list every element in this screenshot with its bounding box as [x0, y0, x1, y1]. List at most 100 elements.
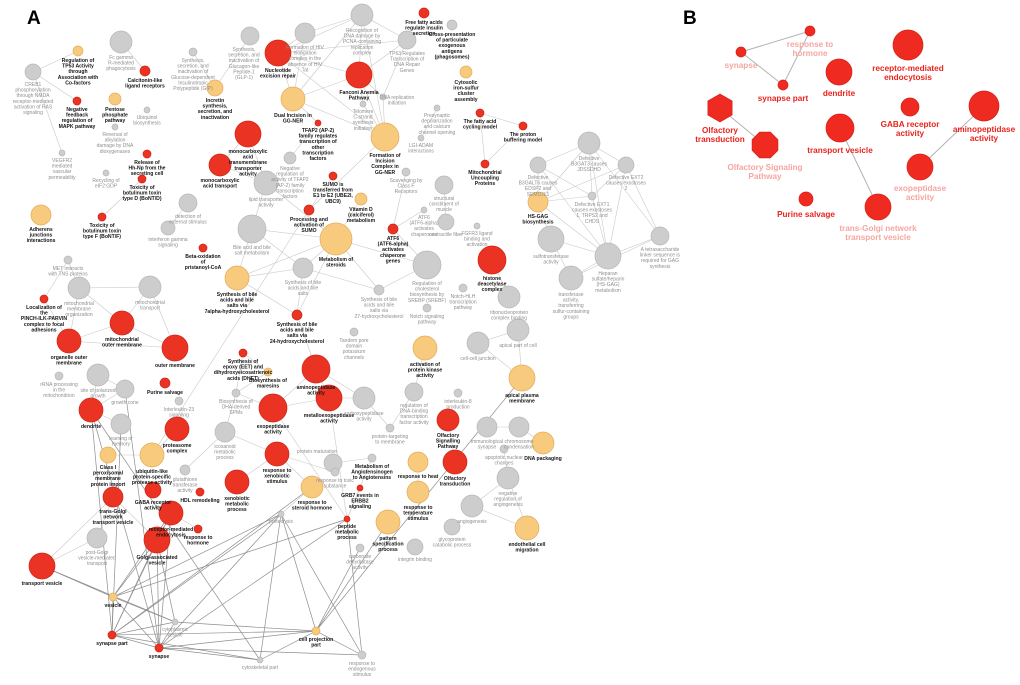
node-hdac: [477, 245, 507, 275]
label-calcitonin: Calcitonin-like ligand receptors: [125, 78, 165, 90]
edge-eet-dhet--maresins: [242, 352, 269, 373]
label-activation-pk: activation of protein kinase activity: [408, 362, 443, 379]
label-purine-salvage-a: Purine salvage: [147, 390, 183, 396]
node-il8: [453, 388, 463, 398]
label-proton-buffering: The proton buffering model: [504, 132, 543, 144]
label-fatty-cycling: The fatty acid cycling model: [463, 119, 498, 131]
node-cytoplasmic-vesicle: [171, 618, 179, 626]
node-cross-pres: [446, 19, 458, 31]
label-telomere: Telomere C-strand synthesis initiation: [353, 109, 374, 132]
label-b-olf-sig: Olfactory Signaling Pathway: [727, 163, 802, 181]
node-incretin: [206, 79, 224, 97]
edge-tp63--dna-rep-init: [382, 39, 408, 98]
node-proteasome: [164, 416, 190, 442]
edge-cytoplasmic-vesicle--synapse-part-a: [111, 621, 176, 636]
node-detection-ext: [178, 193, 198, 213]
node-neg-feedback-mapk: [72, 96, 82, 106]
label-cytosolic-fe-s: Cytosolic iron-sulfur cluster assembly: [453, 80, 478, 103]
node-vegfr2: [58, 149, 66, 157]
node-pentose: [108, 92, 122, 106]
edge-b-resp-hormone--b-synapse: [740, 30, 811, 53]
label-proteasome: proteasome complex: [163, 443, 192, 455]
edge-fatty-cycling--mito-uncoupling: [479, 112, 486, 165]
label-site-polarized: site of polarized growth: [80, 388, 115, 400]
label-mito-outer: mitochondrial outer membrane: [102, 337, 142, 349]
label-tp63: TP63 Regulates Transcription of DNA Repair…: [389, 51, 425, 74]
edge-cell-proj--pattern-spec: [315, 521, 389, 632]
label-resp-xeno: response to xenobiotic stimulus: [263, 468, 292, 485]
label-carboxypep: carboxypeptidase activity: [344, 411, 383, 423]
node-tfap2: [314, 119, 322, 127]
label-lipid-transporter: lipid transporter activity: [249, 197, 284, 209]
label-beta-ox: Beta-oxidation of pristanoyl-CoA: [185, 254, 222, 271]
node-site-polarized: [86, 363, 110, 387]
edge-cytoplasmic-vesicle--golgi-vesicle: [156, 539, 176, 623]
label-b-aminopep: aminopeptidase activity: [953, 125, 1016, 143]
label-processing-sumo: Processing and activation of SUMO: [290, 217, 328, 234]
label-il8: interleukin-8 production: [444, 399, 471, 411]
label-neg-feedback-mapk: Negative feedback regulation of MAPK pathwa…: [59, 107, 96, 130]
node-dual-incision: [280, 86, 306, 112]
node-processing-sumo: [303, 204, 315, 216]
node-reversal-alkylation: [111, 123, 119, 131]
node-outer-mem: [161, 334, 189, 362]
node-maresins: [263, 367, 273, 377]
label-adherens: Adherens junctions interactions: [27, 227, 56, 244]
label-atf6-genes: ATF6 (ATF6-alpha) activates chaperone genes: [378, 236, 409, 264]
node-il23: [174, 396, 184, 406]
edge-steroids--bile-7alpha: [236, 238, 337, 279]
node-cytoskeletal: [256, 656, 264, 664]
node-cell-proj: [311, 626, 321, 636]
label-b3galt6: Defective B3GALT6 causes EDSP2 and SEMDJL1: [519, 175, 558, 198]
edge-cytoplasmic-vesicle--synapse-a: [158, 621, 176, 649]
edge-b-resp-hormone--b-synapse-part: [782, 30, 811, 86]
edge-cytoskeletal--synapse-part-a: [111, 634, 261, 661]
label-presynaptic: Presynaptic depolarization and calcium chan…: [419, 113, 456, 136]
label-resp-toxic: response to toxic substance: [316, 478, 354, 490]
label-chromosome-cond: chromosome condensation: [504, 439, 534, 451]
edge-eet-dhet--dha-spms: [235, 352, 244, 394]
node-creb1: [24, 63, 42, 81]
label-hiv-elong: Formation of HIV elongation complex in the…: [286, 45, 324, 73]
label-b-exopep: exopeptidase activity: [894, 184, 947, 202]
panel-b-label: B: [683, 8, 697, 29]
label-b-transport-vesicle: transport vesicle: [807, 146, 873, 155]
edge-met-tns--pinch: [43, 259, 69, 300]
label-rnp-binding: ribonucleoprotein complex binding: [490, 310, 529, 322]
label-vitamin-d: Vitamin D (calciferol) metabolism: [347, 207, 376, 224]
label-b-tgn: trans-Golgi network transport vesicle: [839, 224, 917, 242]
edge-nucleotide-er--recog-dna: [277, 14, 363, 54]
label-resp-heat: response to heat: [398, 474, 439, 480]
label-b3gat3: Defective B3GAT3 causes JDSSDHD: [571, 156, 608, 173]
node-presynaptic: [433, 104, 441, 112]
label-immuno-synapse: immunological synapse: [471, 439, 503, 451]
node-rnp-binding: [497, 285, 521, 309]
node-reg-chol: [412, 250, 442, 280]
label-mito-uncoupling: Mitochondrial Uncoupling Proteins: [468, 170, 502, 187]
node-resp-hormone-a: [193, 524, 203, 534]
edge-synapse-part-a--synapse-a: [111, 634, 160, 649]
node-carbonate: [355, 543, 365, 553]
edge-exo-pep-a--peptide-metab: [272, 407, 348, 520]
edge-vesicle-a--rme-a: [112, 512, 172, 598]
label-protein-targeting: protein-targeting to membrane: [372, 434, 409, 446]
label-angiogenesis: angiogenesis: [457, 519, 487, 525]
label-grb7: GRB7 events in ERBB2 signaling: [341, 493, 379, 510]
edge-vesicle-a--proteolysis: [112, 513, 282, 598]
node-pinch: [39, 294, 49, 304]
label-atf6-chaperones: ATF6 (ATF6-alpha) activates chaperones: [409, 215, 438, 238]
label-recog-dna: Recognition of DNA damage by PCNA-containi…: [343, 28, 382, 56]
node-synapse-a: [154, 643, 164, 653]
edge-dual-incision--formation-incision: [292, 98, 386, 138]
label-hdl: HDL remodeling: [180, 498, 219, 504]
label-ubl-protease: ubiquitin-like protein-specific protease a…: [132, 469, 172, 486]
label-organelle-outer: organelle outer membrane: [51, 355, 88, 367]
node-ifn-gamma: [160, 220, 176, 236]
node-golgi-vesicle: [143, 526, 171, 554]
label-proteolysis: proteolysis: [269, 519, 293, 525]
node-immuno-synapse: [476, 416, 498, 438]
label-nucleotide-er: Nucleotide excision repair: [260, 68, 296, 80]
node-resp-temp: [406, 480, 430, 504]
node-bontf: [97, 212, 107, 222]
node-fc-gamma: [109, 30, 133, 54]
